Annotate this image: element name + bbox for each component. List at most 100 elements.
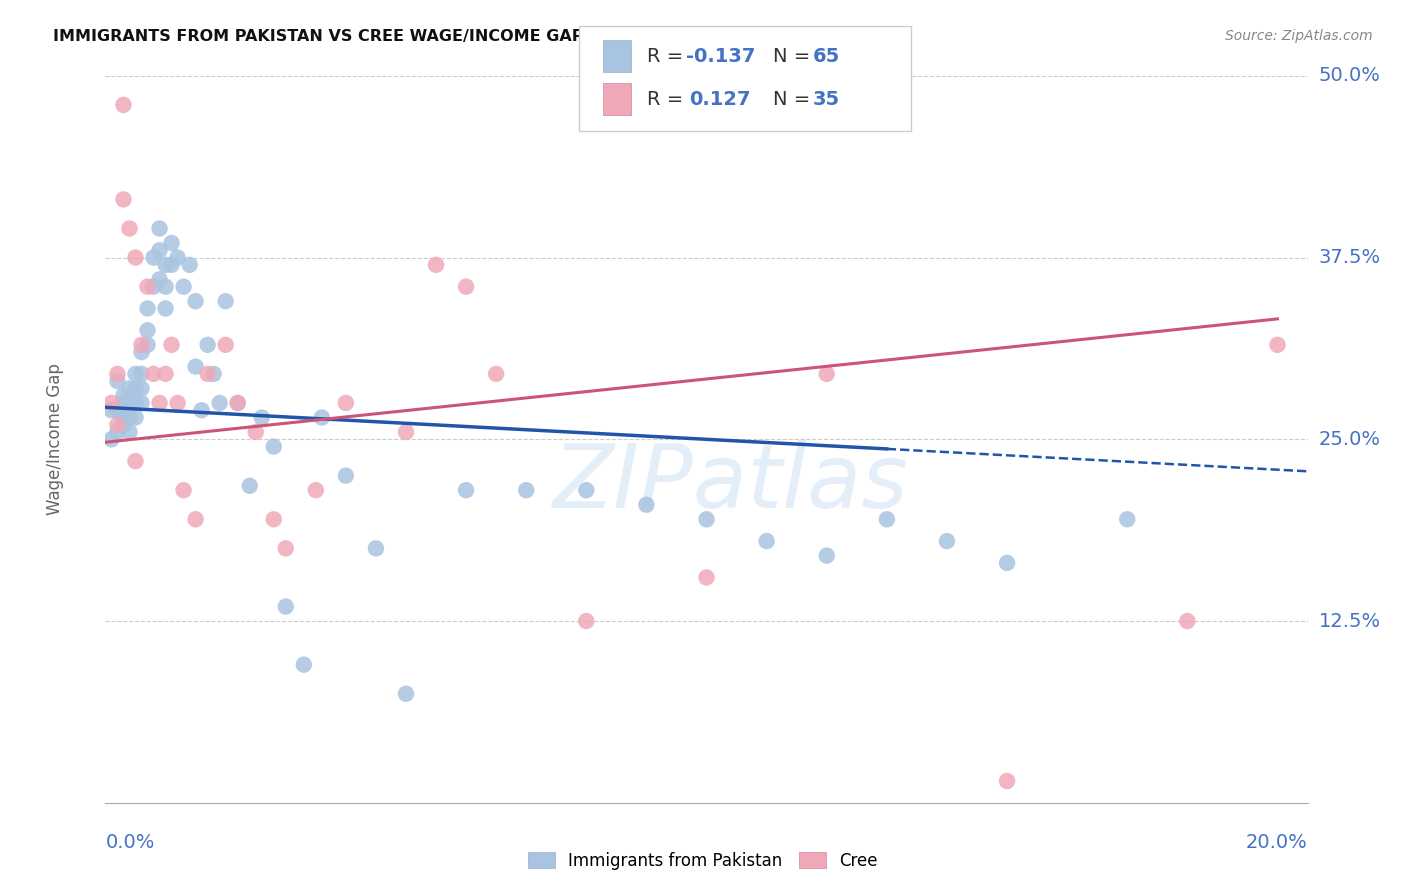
Point — [100, 403, 122, 417]
Point — [155, 367, 177, 381]
Point — [184, 359, 207, 374]
Point — [155, 301, 177, 316]
Point — [575, 614, 598, 628]
Point — [575, 483, 598, 498]
Point — [148, 272, 170, 286]
Point — [1116, 512, 1139, 526]
Point — [112, 417, 135, 432]
Text: -0.137: -0.137 — [686, 46, 755, 66]
Point — [876, 512, 898, 526]
Text: N =: N = — [773, 89, 817, 109]
Text: Source: ZipAtlas.com: Source: ZipAtlas.com — [1225, 29, 1372, 43]
Point — [142, 367, 165, 381]
Text: 0.0%: 0.0% — [105, 833, 155, 853]
Point — [160, 338, 183, 352]
Point — [214, 338, 236, 352]
Point — [155, 258, 177, 272]
Point — [263, 440, 285, 454]
Point — [208, 396, 231, 410]
Text: N =: N = — [773, 46, 817, 66]
Point — [515, 483, 537, 498]
Point — [118, 410, 141, 425]
Point — [118, 396, 141, 410]
Text: 65: 65 — [813, 46, 839, 66]
Point — [485, 367, 508, 381]
Point — [936, 534, 959, 549]
Point — [131, 338, 153, 352]
Point — [136, 338, 159, 352]
Point — [118, 221, 141, 235]
Point — [124, 396, 146, 410]
Point — [166, 396, 188, 410]
Point — [131, 367, 153, 381]
Point — [214, 294, 236, 309]
Point — [148, 396, 170, 410]
Point — [815, 549, 838, 563]
Text: Wage/Income Gap: Wage/Income Gap — [46, 363, 63, 516]
Point — [124, 454, 146, 468]
Point — [148, 221, 170, 235]
Point — [263, 512, 285, 526]
Point — [755, 534, 778, 549]
Point — [136, 323, 159, 337]
Point — [305, 483, 328, 498]
Point — [184, 294, 207, 309]
Point — [112, 410, 135, 425]
Point — [107, 425, 129, 439]
Text: 50.0%: 50.0% — [1319, 66, 1381, 86]
Point — [995, 556, 1018, 570]
Text: R =: R = — [647, 46, 689, 66]
Text: 12.5%: 12.5% — [1319, 612, 1381, 631]
Point — [131, 381, 153, 395]
Point — [124, 251, 146, 265]
Point — [184, 512, 207, 526]
Point — [136, 279, 159, 293]
Point — [166, 251, 188, 265]
Point — [696, 512, 718, 526]
Point — [335, 468, 357, 483]
Point — [197, 338, 219, 352]
Text: R =: R = — [647, 89, 689, 109]
Point — [131, 396, 153, 410]
Point — [124, 410, 146, 425]
Point — [454, 483, 477, 498]
Point — [1267, 338, 1289, 352]
Point — [636, 498, 658, 512]
Point — [112, 98, 135, 112]
Point — [395, 687, 418, 701]
Point — [148, 244, 170, 258]
Text: ZIPatlas: ZIPatlas — [553, 440, 908, 526]
Point — [112, 193, 135, 207]
Text: 35: 35 — [813, 89, 839, 109]
Point — [112, 389, 135, 403]
Point — [226, 396, 249, 410]
Point — [274, 541, 297, 556]
Point — [239, 479, 262, 493]
Point — [136, 301, 159, 316]
Point — [696, 570, 718, 584]
Point — [190, 403, 212, 417]
Point — [160, 258, 183, 272]
Point — [292, 657, 315, 672]
Point — [142, 279, 165, 293]
Point — [173, 483, 195, 498]
Point — [311, 410, 333, 425]
Point — [118, 425, 141, 439]
Point — [112, 396, 135, 410]
Text: 0.127: 0.127 — [689, 89, 751, 109]
Point — [107, 374, 129, 388]
Legend: Immigrants from Pakistan, Cree: Immigrants from Pakistan, Cree — [522, 846, 884, 877]
Point — [197, 367, 219, 381]
Point — [335, 396, 357, 410]
Point — [226, 396, 249, 410]
Point — [179, 258, 201, 272]
Point — [131, 345, 153, 359]
Point — [118, 381, 141, 395]
Point — [250, 410, 273, 425]
Text: 37.5%: 37.5% — [1319, 248, 1381, 267]
Point — [815, 367, 838, 381]
Point — [425, 258, 447, 272]
Point — [107, 367, 129, 381]
Point — [395, 425, 418, 439]
Text: IMMIGRANTS FROM PAKISTAN VS CREE WAGE/INCOME GAP CORRELATION CHART: IMMIGRANTS FROM PAKISTAN VS CREE WAGE/IN… — [53, 29, 782, 44]
